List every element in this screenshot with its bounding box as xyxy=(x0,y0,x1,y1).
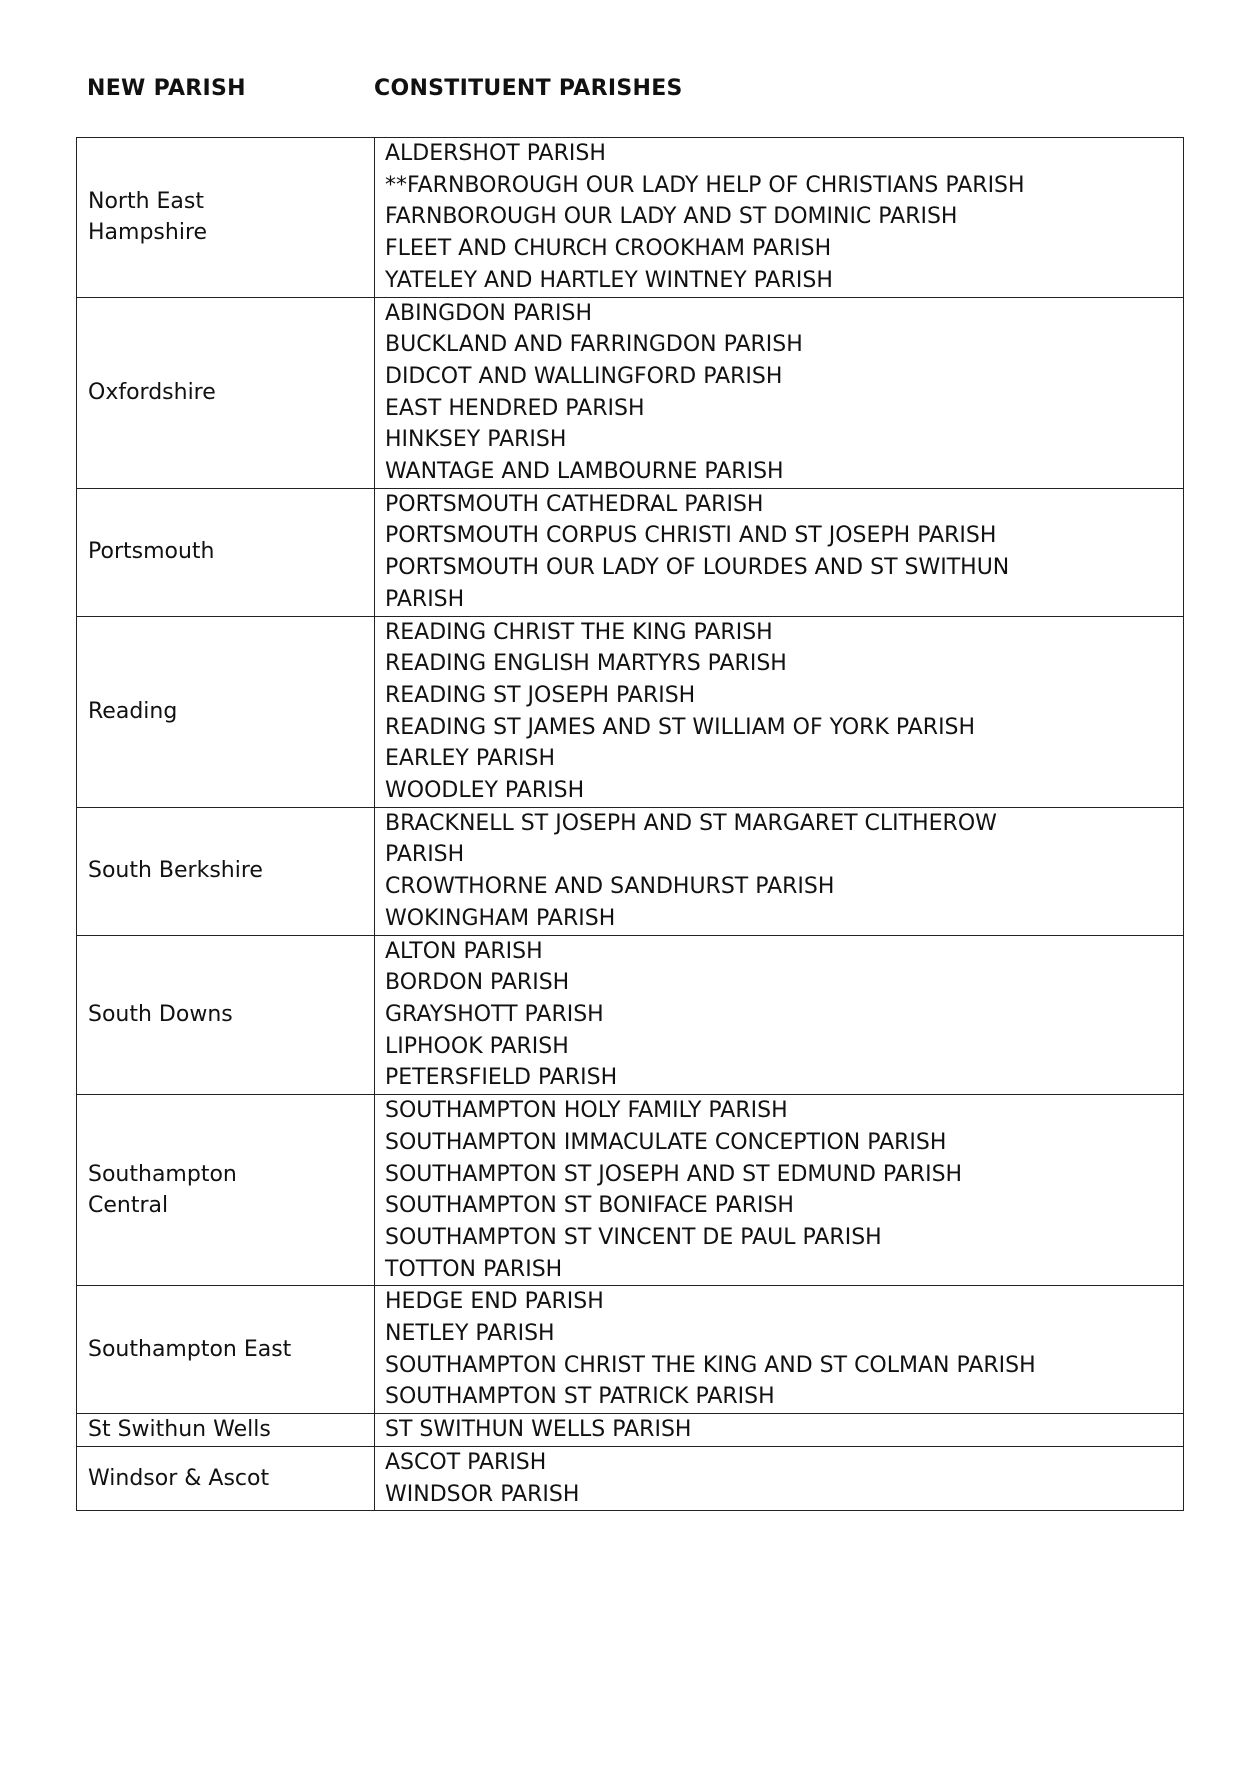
constituent-parish: PORTSMOUTH CATHEDRAL PARISH xyxy=(385,491,764,517)
table-row: St Swithun Wells ST SWITHUN WELLS PARISH xyxy=(76,1413,1184,1447)
new-parish-cell: Southampton Central xyxy=(76,1094,375,1287)
new-parish-name: St Swithun Wells xyxy=(88,1417,271,1443)
constituent-parish: FLEET AND CHURCH CROOKHAM PARISH xyxy=(385,236,832,262)
constituent-parish: SOUTHAMPTON HOLY FAMILY PARISH xyxy=(385,1098,788,1124)
constituent-parish: WOODLEY PARISH xyxy=(385,778,585,804)
new-parish-name: Oxfordshire xyxy=(88,379,216,405)
constituent-parishes-cell: ALDERSHOT PARISH **FARNBOROUGH OUR LADY H… xyxy=(374,137,1184,298)
constituent-parishes-cell: BRACKNELL ST JOSEPH AND ST MARGARET CLIT… xyxy=(374,806,1184,936)
new-parish-name: Southampton East xyxy=(88,1336,292,1362)
constituent-parishes-cell: READING CHRIST THE KING PARISH READING EN… xyxy=(374,615,1184,808)
constituent-parish: GRAYSHOTT PARISH xyxy=(385,1001,604,1027)
new-parish-cell: Reading xyxy=(76,615,375,808)
constituent-parish: PORTSMOUTH CORPUS CHRISTI AND ST JOSEPH … xyxy=(385,523,997,549)
constituent-parish: HEDGE END PARISH xyxy=(385,1289,604,1315)
constituent-parish: BRACKNELL ST JOSEPH AND ST MARGARET CLIT… xyxy=(385,810,997,836)
constituent-parish: PARISH xyxy=(385,842,465,868)
constituent-parish: EARLEY PARISH xyxy=(385,746,556,772)
constituent-parish: READING ST JOSEPH PARISH xyxy=(385,682,696,708)
new-parish-name: Windsor & Ascot xyxy=(88,1465,270,1491)
constituent-parish: WOKINGHAM PARISH xyxy=(385,905,616,931)
new-parish-cell: North East Hampshire xyxy=(76,137,375,298)
constituent-parish: READING ENGLISH MARTYRS PARISH xyxy=(385,651,787,677)
constituent-parish: READING CHRIST THE KING PARISH xyxy=(385,619,773,645)
constituent-parish: ASCOT PARISH xyxy=(385,1449,547,1475)
constituent-parish: BORDON PARISH xyxy=(385,970,570,996)
table-row: Southampton Central SOUTHAMPTON HOLY FAMIL… xyxy=(76,1094,1184,1287)
new-parish-cell: Southampton East xyxy=(76,1285,375,1415)
new-parish-cell: Windsor & Ascot xyxy=(76,1445,375,1512)
new-parish-name: North East xyxy=(88,188,204,214)
new-parish-name: Central xyxy=(88,1193,169,1219)
constituent-parish: BUCKLAND AND FARRINGDON PARISH xyxy=(385,332,803,358)
new-parish-name: Southampton xyxy=(88,1161,237,1187)
constituent-parish: WINDSOR PARISH xyxy=(385,1481,580,1507)
constituent-parish: PARISH xyxy=(385,586,465,612)
new-parish-header: NEW PARISH xyxy=(87,76,246,101)
constituent-parishes-cell: HEDGE END PARISH NETLEY PARISH SOUTHAMPTON… xyxy=(374,1285,1184,1415)
table-row: South Berkshire BRACKNELL ST JOSEPH AND S… xyxy=(76,806,1184,936)
constituent-parish: PORTSMOUTH OUR LADY OF LOURDES AND ST SW… xyxy=(385,555,1010,581)
table-row: Portsmouth PORTSMOUTH CATHEDRAL PARISH POR… xyxy=(76,487,1184,617)
new-parish-name: South Berkshire xyxy=(88,858,263,884)
new-parish-name: South Downs xyxy=(88,1001,233,1027)
table-row: Reading READING CHRIST THE KING PARISH REA… xyxy=(76,615,1184,808)
constituent-parish: SOUTHAMPTON ST JOSEPH AND ST EDMUND PARI… xyxy=(385,1161,963,1187)
new-parish-name: Reading xyxy=(88,698,178,724)
constituent-parish: SOUTHAMPTON ST PATRICK PARISH xyxy=(385,1384,775,1410)
constituent-parish: DIDCOT AND WALLINGFORD PARISH xyxy=(385,363,783,389)
table-row: Southampton East HEDGE END PARISH NETLEY P… xyxy=(76,1285,1184,1415)
parish-table: North East Hampshire ALDERSHOT PARISH **FAR… xyxy=(76,137,1184,1512)
table-row: North East Hampshire ALDERSHOT PARISH **FAR… xyxy=(76,137,1184,298)
constituent-parish: **FARNBOROUGH OUR LADY HELP OF CHRISTIAN… xyxy=(385,172,1025,198)
constituent-parish: PETERSFIELD PARISH xyxy=(385,1065,618,1091)
constituent-parishes-cell: PORTSMOUTH CATHEDRAL PARISH PORTSMOUTH CO… xyxy=(374,487,1184,617)
constituent-parish: ST SWITHUN WELLS PARISH xyxy=(385,1417,692,1443)
new-parish-cell: Portsmouth xyxy=(76,487,375,617)
constituent-parish: ABINGDON PARISH xyxy=(385,300,593,326)
new-parish-cell: South Berkshire xyxy=(76,806,375,936)
new-parish-cell: St Swithun Wells xyxy=(76,1413,375,1447)
constituent-parish: HINKSEY PARISH xyxy=(385,427,567,453)
constituent-parish: WANTAGE AND LAMBOURNE PARISH xyxy=(385,459,784,485)
constituent-parish: TOTTON PARISH xyxy=(385,1256,563,1282)
constituent-parish: SOUTHAMPTON IMMACULATE CONCEPTION PARISH xyxy=(385,1129,947,1155)
constituent-parishes-header: CONSTITUENT PARISHES xyxy=(374,76,683,101)
constituent-parish: SOUTHAMPTON ST VINCENT DE PAUL PARISH xyxy=(385,1224,882,1250)
constituent-parish: EAST HENDRED PARISH xyxy=(385,395,645,421)
constituent-parishes-cell: ABINGDON PARISH BUCKLAND AND FARRINGDON P… xyxy=(374,296,1184,489)
constituent-parish: CROWTHORNE AND SANDHURST PARISH xyxy=(385,874,835,900)
table-row: Oxfordshire ABINGDON PARISH BUCKLAND AND F… xyxy=(76,296,1184,489)
constituent-parishes-cell: ALTON PARISH BORDON PARISH GRAYSHOTT PARIS… xyxy=(374,934,1184,1096)
new-parish-cell: South Downs xyxy=(76,934,375,1096)
constituent-parish: SOUTHAMPTON CHRIST THE KING AND ST COLMA… xyxy=(385,1352,1036,1378)
new-parish-name: Hampshire xyxy=(88,220,208,246)
constituent-parish: FARNBOROUGH OUR LADY AND ST DOMINIC PARI… xyxy=(385,204,958,230)
constituent-parishes-cell: ST SWITHUN WELLS PARISH xyxy=(374,1413,1184,1447)
constituent-parishes-cell: SOUTHAMPTON HOLY FAMILY PARISH SOUTHAMPTO… xyxy=(374,1094,1184,1287)
table-row: South Downs ALTON PARISH BORDON PARISH GRAY… xyxy=(76,934,1184,1096)
table-row: Windsor & Ascot ASCOT PARISH WINDSOR PARIS… xyxy=(76,1445,1184,1512)
constituent-parish: NETLEY PARISH xyxy=(385,1321,555,1347)
constituent-parish: READING ST JAMES AND ST WILLIAM OF YORK … xyxy=(385,714,976,740)
constituent-parishes-cell: ASCOT PARISH WINDSOR PARISH xyxy=(374,1445,1184,1512)
constituent-parish: LIPHOOK PARISH xyxy=(385,1033,569,1059)
new-parish-name: Portsmouth xyxy=(88,539,215,565)
new-parish-cell: Oxfordshire xyxy=(76,296,375,489)
constituent-parish: ALTON PARISH xyxy=(385,938,543,964)
constituent-parish: YATELEY AND HARTLEY WINTNEY PARISH xyxy=(385,267,833,293)
constituent-parish: SOUTHAMPTON ST BONIFACE PARISH xyxy=(385,1193,794,1219)
constituent-parish: ALDERSHOT PARISH xyxy=(385,141,606,166)
